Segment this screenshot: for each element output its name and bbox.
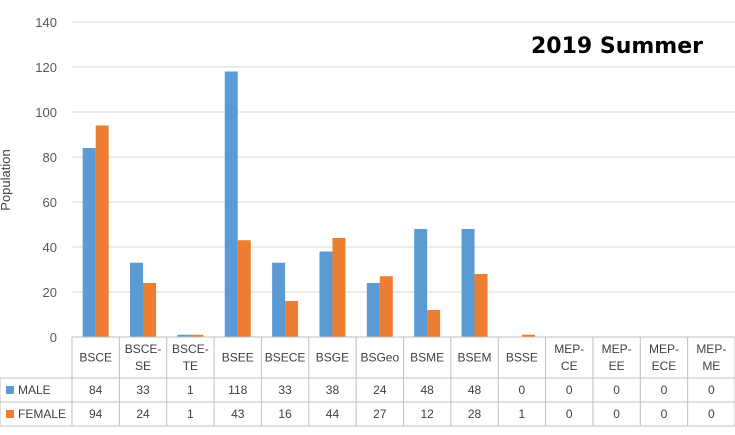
category-label: BSECE bbox=[265, 351, 306, 365]
legend-key-female bbox=[6, 410, 14, 418]
legend-label: FEMALE bbox=[18, 407, 66, 421]
bar-female bbox=[427, 310, 441, 337]
table-cell-value: 48 bbox=[420, 383, 434, 397]
category-label: MEP- bbox=[696, 342, 726, 356]
category-label: BSCE- bbox=[172, 342, 209, 356]
bar-female bbox=[332, 238, 346, 337]
bar-female bbox=[521, 334, 535, 337]
table-cell-value: 27 bbox=[373, 407, 387, 421]
bar-male bbox=[130, 262, 144, 337]
y-tick-label: 80 bbox=[43, 150, 57, 165]
table-cell-value: 33 bbox=[278, 383, 292, 397]
table-cell-value: 0 bbox=[566, 407, 573, 421]
bar-female bbox=[379, 276, 393, 337]
bar-male bbox=[366, 283, 380, 337]
table-cell-value: 43 bbox=[231, 407, 245, 421]
data-table: BSCE BSCE- SE BSCE- TE BSEE BSECE BSGE BSGeo BSME… bbox=[0, 336, 735, 427]
y-tick-label: 20 bbox=[43, 285, 57, 300]
table-cell-value: 48 bbox=[468, 383, 482, 397]
bar-male bbox=[319, 251, 333, 337]
table-cell-value: 1 bbox=[187, 407, 194, 421]
category-label: TE bbox=[183, 359, 198, 373]
category-label: ECE bbox=[652, 359, 677, 373]
category-label: BSCE bbox=[79, 351, 112, 365]
bar-male bbox=[414, 229, 428, 337]
table-cell-value: 94 bbox=[89, 407, 103, 421]
table-cell-value: 44 bbox=[326, 407, 340, 421]
table-cell-value: 0 bbox=[708, 407, 715, 421]
bars bbox=[82, 71, 535, 337]
category-label: EE bbox=[609, 359, 625, 373]
category-label: BSGE bbox=[316, 351, 349, 365]
bar-female bbox=[474, 274, 488, 337]
y-axis-ticks: 0 20 40 60 80 100 120 140 bbox=[35, 15, 57, 345]
category-label: CE bbox=[561, 359, 578, 373]
category-label: BSCE- bbox=[125, 342, 162, 356]
bar-female bbox=[190, 334, 204, 337]
table-cell-value: 1 bbox=[187, 383, 194, 397]
category-label: MEP- bbox=[602, 342, 632, 356]
y-tick-label: 120 bbox=[35, 60, 57, 75]
y-tick-label: 40 bbox=[43, 240, 57, 255]
table-cell-value: 118 bbox=[228, 383, 247, 397]
y-axis-label: Population bbox=[0, 149, 13, 210]
category-label: BSEM bbox=[458, 351, 492, 365]
y-tick-label: 60 bbox=[43, 195, 57, 210]
table-cell-value: 0 bbox=[613, 383, 620, 397]
table-cell-value: 33 bbox=[136, 383, 150, 397]
table-cell-value: 84 bbox=[89, 383, 103, 397]
legend-key-male bbox=[6, 386, 14, 394]
bar-female bbox=[143, 283, 157, 337]
table-cell-value: 0 bbox=[661, 407, 668, 421]
category-label: BSGeo bbox=[360, 351, 399, 365]
y-tick-label: 140 bbox=[35, 15, 57, 30]
bar-male bbox=[177, 334, 191, 337]
bar-female bbox=[95, 125, 109, 337]
bar-female bbox=[237, 240, 251, 337]
table-cell-value: 0 bbox=[519, 383, 526, 397]
category-label: ME bbox=[702, 359, 720, 373]
category-label: BSEE bbox=[222, 351, 254, 365]
table-cell-value: 12 bbox=[420, 407, 434, 421]
table-cell-value: 28 bbox=[468, 407, 482, 421]
y-tick-label: 0 bbox=[50, 330, 57, 345]
table-cell-value: 0 bbox=[613, 407, 620, 421]
table-cell-value: 1 bbox=[519, 407, 526, 421]
table-cell-value: 16 bbox=[278, 407, 292, 421]
chart-title: 2019 Summer bbox=[531, 34, 703, 59]
bar-male bbox=[224, 71, 238, 337]
legend-label: MALE bbox=[18, 383, 51, 397]
category-label: BSME bbox=[410, 351, 444, 365]
table-cell-value: 24 bbox=[373, 383, 387, 397]
table-cell-value: 0 bbox=[566, 383, 573, 397]
category-label: BSSE bbox=[506, 351, 538, 365]
y-tick-label: 100 bbox=[35, 105, 57, 120]
table-cell-value: 0 bbox=[661, 383, 668, 397]
bar-male bbox=[82, 148, 96, 337]
category-label: MEP- bbox=[649, 342, 679, 356]
bar-female bbox=[285, 301, 299, 337]
category-label: MEP- bbox=[554, 342, 584, 356]
table-cell-value: 24 bbox=[136, 407, 150, 421]
bar-male bbox=[461, 229, 475, 337]
category-label: SE bbox=[135, 359, 151, 373]
table-cell-value: 38 bbox=[326, 383, 340, 397]
gridlines bbox=[72, 21, 735, 338]
bar-male bbox=[272, 262, 286, 337]
table-cell-value: 0 bbox=[708, 383, 715, 397]
